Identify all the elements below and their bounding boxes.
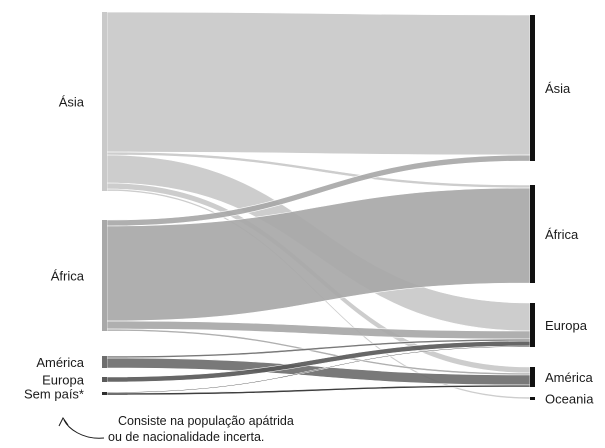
right-node-africa_d — [530, 185, 535, 283]
right-label-europa_d: Europa — [545, 318, 588, 333]
right-node-america_d — [530, 367, 535, 387]
footnote: Consiste na população apátrida ou de nac… — [58, 414, 294, 444]
left-node-africa_o — [102, 220, 107, 331]
left-label-europa_o: Europa — [42, 373, 85, 388]
right-node-europa_d — [530, 303, 535, 347]
right-label-asia_d: Ásia — [545, 81, 571, 96]
footnote-line-2: ou de nacionalidade incerta. — [108, 430, 264, 444]
flow-group — [106, 11, 531, 400]
left-label-africa_o: África — [51, 269, 85, 284]
left-label-asia_o: Ásia — [59, 95, 85, 110]
left-node-sempais_o — [102, 392, 107, 395]
right-node-asia_d — [530, 15, 535, 161]
right-node-oceania_d — [530, 397, 535, 400]
left-node-america_o — [102, 356, 107, 368]
flow-asia_o-to-asia_d — [106, 11, 531, 156]
node-group — [102, 12, 535, 400]
footnote-arrow — [63, 419, 105, 439]
right-label-oceania_d: Oceania — [545, 392, 594, 407]
right-label-america_d: América — [545, 370, 593, 385]
left-node-asia_o — [102, 12, 107, 191]
footnote-line-1: Consiste na população apátrida — [118, 414, 294, 428]
left-node-europa_o — [102, 377, 107, 382]
left-label-sempais_o: Sem país* — [24, 387, 84, 402]
right-label-africa_d: África — [545, 227, 579, 242]
footnote-arrowhead — [58, 417, 69, 427]
left-label-america_o: América — [36, 355, 84, 370]
